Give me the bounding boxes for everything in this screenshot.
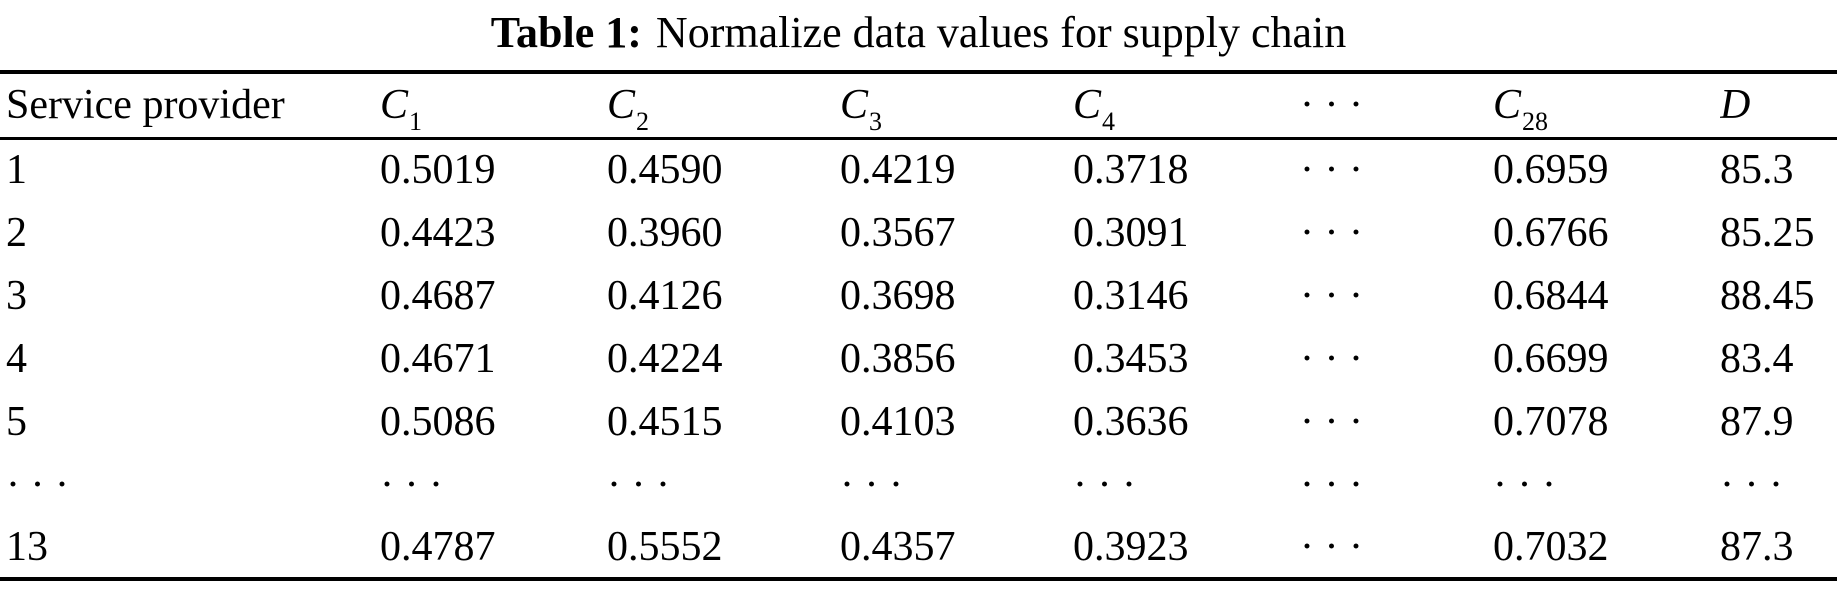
cell-r0-c5: · · ·: [1300, 147, 1363, 194]
cell-r1-c6: 0.6766: [1493, 209, 1609, 256]
cell-r4-c3: 0.4103: [840, 398, 956, 445]
cell-r5-c7: · · ·: [1720, 461, 1783, 508]
cell-r3-c1: 0.4671: [380, 335, 496, 382]
header-subscript: 2: [636, 106, 650, 136]
cell-r6-c5: · · ·: [1300, 523, 1363, 570]
cell-r6-c1: 0.4787: [380, 523, 496, 570]
cell-r3-c4: 0.3453: [1073, 335, 1189, 382]
cell-r0-c7: 85.3: [1720, 147, 1794, 194]
column-header-0: Service provider: [6, 82, 285, 129]
cell-r4-c2: 0.4515: [607, 398, 723, 445]
header-subscript: 4: [1102, 106, 1116, 136]
cell-r2-c7: 88.45: [1720, 272, 1815, 319]
table-row-3: 4 0.4671 0.4224 0.3856 0.3453 · · · 0.6699 83.4: [0, 327, 1837, 390]
header-symbol: C: [607, 82, 636, 129]
column-header-5: · · ·: [1300, 82, 1363, 129]
header-row: Service provider C1 C2 C3 C4 · · · C28 D: [0, 72, 1837, 138]
cell-r3-c2: 0.4224: [607, 335, 723, 382]
cell-r4-c0: 5: [6, 398, 27, 445]
column-header-3: C3: [840, 72, 1073, 138]
table-body: 1 0.5019 0.4590 0.4219 0.3718 · · · 0.6959 85.3…: [0, 138, 1837, 579]
header-symbol: C: [380, 82, 409, 129]
cell-r1-c0: 2: [6, 209, 27, 256]
table-row-1: 2 0.4423 0.3960 0.3567 0.3091 · · · 0.6766 85.2…: [0, 201, 1837, 264]
cell-r0-c3: 0.4219: [840, 147, 956, 194]
column-header-6: C28: [1493, 72, 1720, 138]
cell-r4-c5: · · ·: [1300, 398, 1363, 445]
cell-r2-c1: 0.4687: [380, 272, 496, 319]
column-header-4: C4: [1073, 72, 1300, 138]
cell-r2-c3: 0.3698: [840, 272, 956, 319]
normalized-data-table: Service provider C1 C2 C3 C4 · · · C28 D 1 0.501…: [0, 70, 1837, 581]
cell-r5-c5: · · ·: [1300, 461, 1363, 508]
cell-r5-c2: · · ·: [607, 461, 670, 508]
cell-r6-c3: 0.4357: [840, 523, 956, 570]
cell-r1-c4: 0.3091: [1073, 209, 1189, 256]
table-caption-label: Table 1:: [490, 8, 642, 57]
cell-r3-c0: 4: [6, 335, 27, 382]
cell-r5-c6: · · ·: [1493, 461, 1556, 508]
cell-r5-c3: · · ·: [840, 461, 903, 508]
cell-r1-c5: · · ·: [1300, 209, 1363, 256]
cell-r2-c6: 0.6844: [1493, 272, 1609, 319]
cell-r0-c6: 0.6959: [1493, 147, 1609, 194]
table-row-0: 1 0.5019 0.4590 0.4219 0.3718 · · · 0.6959 85.3: [0, 138, 1837, 201]
cell-r2-c5: · · ·: [1300, 272, 1363, 319]
header-symbol: C: [1073, 82, 1102, 129]
cell-r0-c2: 0.4590: [607, 147, 723, 194]
header-subscript: 1: [409, 106, 423, 136]
cell-r4-c6: 0.7078: [1493, 398, 1609, 445]
cell-r3-c6: 0.6699: [1493, 335, 1609, 382]
cell-r4-c1: 0.5086: [380, 398, 496, 445]
cell-r2-c2: 0.4126: [607, 272, 723, 319]
cell-r2-c0: 3: [6, 272, 27, 319]
cell-r5-c4: · · ·: [1073, 461, 1136, 508]
cell-r1-c7: 85.25: [1720, 209, 1815, 256]
cell-r4-c7: 87.9: [1720, 398, 1794, 445]
cell-r6-c6: 0.7032: [1493, 523, 1609, 570]
cell-r5-c1: · · ·: [380, 461, 443, 508]
cell-r6-c4: 0.3923: [1073, 523, 1189, 570]
table-row-4: 5 0.5086 0.4515 0.4103 0.3636 · · · 0.7078 87.9: [0, 390, 1837, 453]
cell-r0-c0: 1: [6, 147, 27, 194]
cell-r6-c0: 13: [6, 523, 48, 570]
cell-r3-c5: · · ·: [1300, 335, 1363, 382]
cell-r3-c3: 0.3856: [840, 335, 956, 382]
header-subscript: 3: [869, 106, 883, 136]
header-subscript: 28: [1522, 106, 1549, 136]
table-row-6: 13 0.4787 0.5552 0.4357 0.3923 · · · 0.7032 87.…: [0, 516, 1837, 579]
column-header-7: D: [1720, 72, 1837, 138]
cell-r0-c4: 0.3718: [1073, 147, 1189, 194]
table-row-5: · · · · · · · · · · · · · · · · · · · · · · · ·: [0, 453, 1837, 516]
header-symbol: C: [1493, 82, 1522, 129]
header-symbol: C: [840, 82, 869, 129]
cell-r1-c2: 0.3960: [607, 209, 723, 256]
cell-r4-c4: 0.3636: [1073, 398, 1189, 445]
cell-r0-c1: 0.5019: [380, 147, 496, 194]
table-caption-text: Normalize data values for supply chain: [655, 8, 1347, 57]
cell-r5-c0: · · ·: [6, 461, 69, 508]
cell-r6-c7: 87.3: [1720, 523, 1794, 570]
cell-r2-c4: 0.3146: [1073, 272, 1189, 319]
header-symbol: D: [1720, 82, 1751, 129]
cell-r3-c7: 83.4: [1720, 335, 1794, 382]
cell-r6-c2: 0.5552: [607, 523, 723, 570]
column-header-1: C1: [380, 72, 607, 138]
cell-r1-c1: 0.4423: [380, 209, 496, 256]
cell-r1-c3: 0.3567: [840, 209, 956, 256]
table-caption: Table 1: Normalize data values for supply…: [0, 4, 1837, 66]
column-header-2: C2: [607, 72, 840, 138]
table-row-2: 3 0.4687 0.4126 0.3698 0.3146 · · · 0.6844 88.4…: [0, 264, 1837, 327]
